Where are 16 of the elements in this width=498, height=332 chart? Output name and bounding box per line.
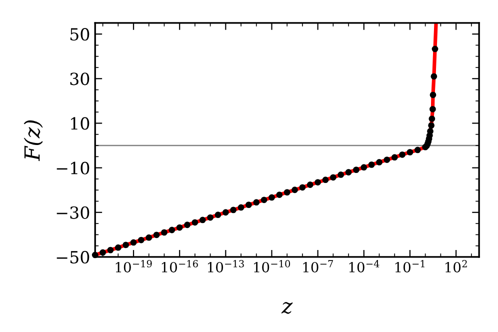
y-tick-label: 50 [70,28,90,41]
y-tick-label: 10 [71,117,90,130]
y-tick-label: −10 [56,162,90,174]
x-axis-title: z [281,302,293,314]
x-tick-label: 10$^{−10}$ [254,260,290,272]
x-tick-label: 10$^{−16}$ [162,260,198,272]
y-tick-label: 30 [70,72,90,86]
x-tick-label: 10$^{−1}$ [395,260,424,272]
y-tick-label: −30 [56,206,90,219]
x-tick-label: 10$^{−13}$ [208,260,244,272]
x-tick-label: 10$^{−4}$ [349,260,380,272]
x-tick-label: 10$^{−7}$ [303,260,333,272]
y-tick-label: −50 [56,250,90,264]
x-tick-label: 10$^{−19}$ [116,260,152,272]
x-tick-label: 10$^{2}$ [446,260,467,272]
y-axis-title: F(z) [24,120,43,162]
